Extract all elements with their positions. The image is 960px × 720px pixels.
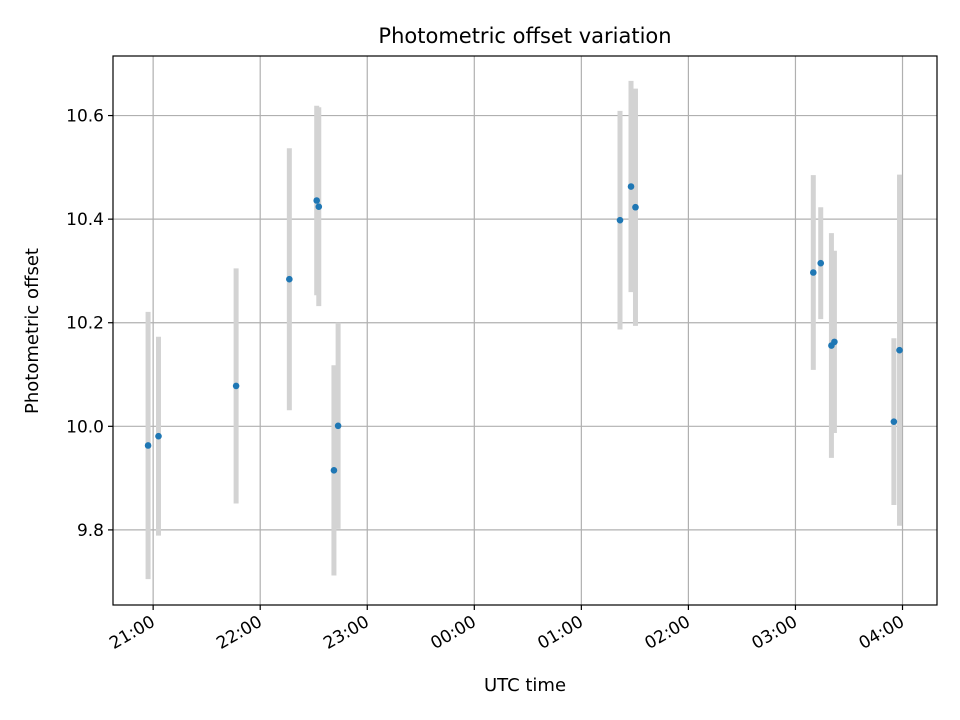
data-point <box>627 183 635 190</box>
data-point <box>334 422 342 430</box>
data-point <box>313 197 320 204</box>
data-point <box>616 216 624 224</box>
y-tick-label: 9.8 <box>77 521 104 541</box>
data-point <box>896 346 903 354</box>
y-tick-label: 10.2 <box>66 314 104 334</box>
y-axis: 9.8 10.0 10.2 10.4 10.6 <box>66 107 113 541</box>
data-point <box>809 269 817 276</box>
data-point <box>144 442 152 449</box>
y-tick-label: 10.0 <box>66 417 104 437</box>
data-point <box>831 338 838 346</box>
plot-frame <box>112 55 938 606</box>
data-point <box>817 259 825 267</box>
y-axis-title: Photometric offset <box>22 248 43 414</box>
x-axis-title: UTC time <box>484 675 566 696</box>
data-point <box>155 432 162 440</box>
data-point <box>890 418 898 425</box>
grid <box>113 56 937 605</box>
data-point <box>286 275 293 283</box>
chart-title: Photometric offset variation <box>378 24 671 48</box>
y-tick-label: 10.6 <box>66 107 104 127</box>
data-point <box>232 382 240 390</box>
data-point <box>315 203 323 211</box>
data-series <box>144 80 903 580</box>
data-point <box>330 467 338 474</box>
data-point <box>632 203 639 211</box>
y-tick-label: 10.4 <box>66 210 104 230</box>
